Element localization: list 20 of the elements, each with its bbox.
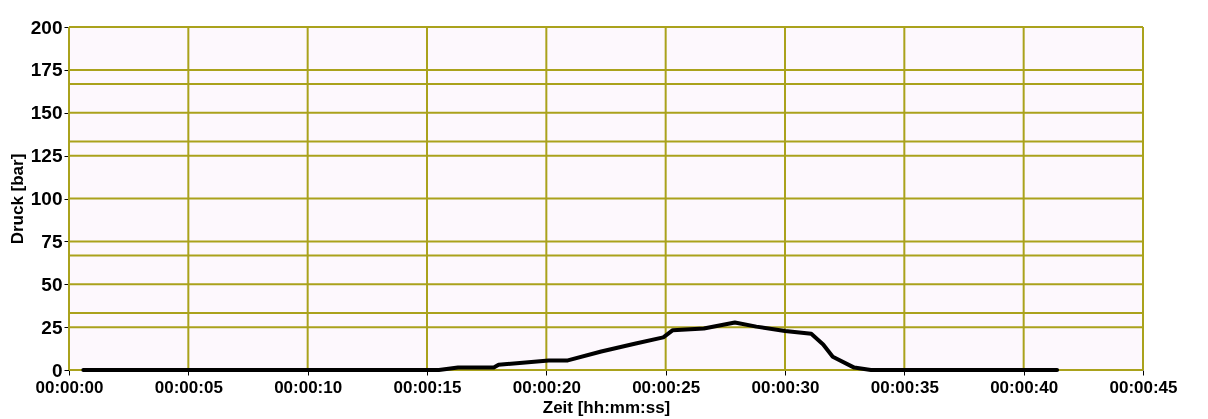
x-tick-label: 00:00:25 [632,377,701,397]
y-axis-title: Druck [bar] [7,153,27,245]
y-tick-label: 25 [41,316,63,338]
x-tick-label: 00:00:35 [870,377,939,397]
x-tick-label: 00:00:20 [512,377,581,397]
x-tick-label: 00:00:45 [1109,377,1178,397]
y-tick-label: 75 [41,230,63,252]
y-tick-label: 50 [41,273,63,295]
y-tick-label: 125 [30,145,63,167]
y-tick-label: 200 [30,16,63,38]
x-tick-label: 00:00:30 [751,377,820,397]
y-tick-label: 175 [30,59,63,81]
y-tick-label: 150 [30,102,63,124]
line-series [81,320,1060,372]
x-tick-label: 00:00:10 [274,377,343,397]
y-tick-label: 100 [30,188,63,209]
x-tick-label: 00:00:05 [154,377,223,397]
x-tick-label: 00:00:15 [393,377,462,397]
x-axis-title: Zeit [hh:mm:ss] [542,397,671,417]
x-tick-label: 00:00:40 [990,377,1059,397]
